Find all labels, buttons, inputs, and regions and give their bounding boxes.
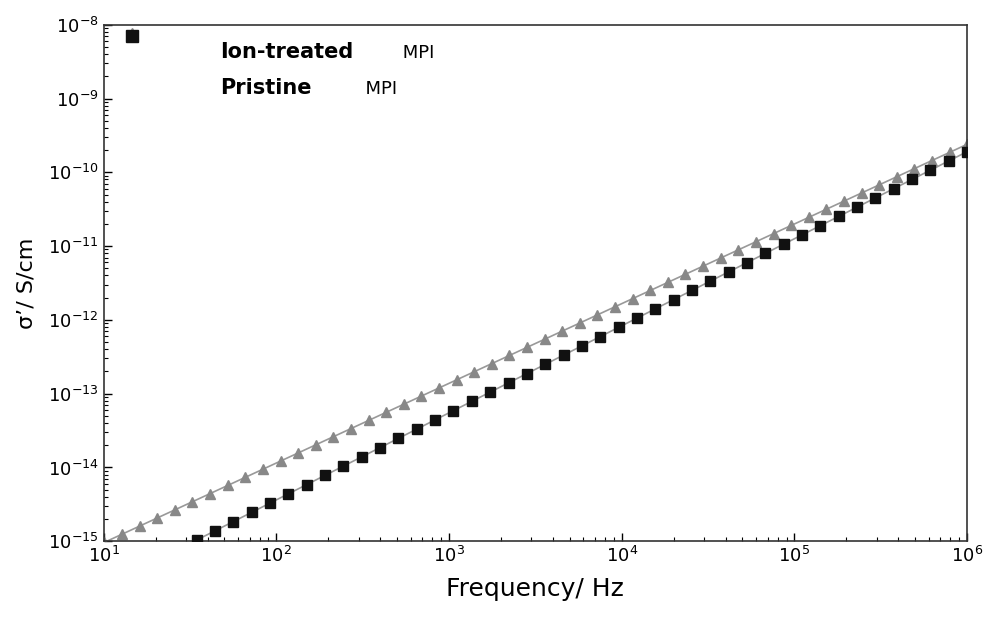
Text: Ion-treated: Ion-treated bbox=[220, 42, 353, 62]
Text: MPI: MPI bbox=[397, 44, 435, 62]
Text: Pristine: Pristine bbox=[220, 78, 312, 98]
Legend: , : , bbox=[130, 33, 135, 37]
X-axis label: Frequency/ Hz: Frequency/ Hz bbox=[446, 577, 624, 601]
Y-axis label: σ’/ S/cm: σ’/ S/cm bbox=[17, 237, 37, 329]
Text: MPI: MPI bbox=[354, 80, 397, 98]
